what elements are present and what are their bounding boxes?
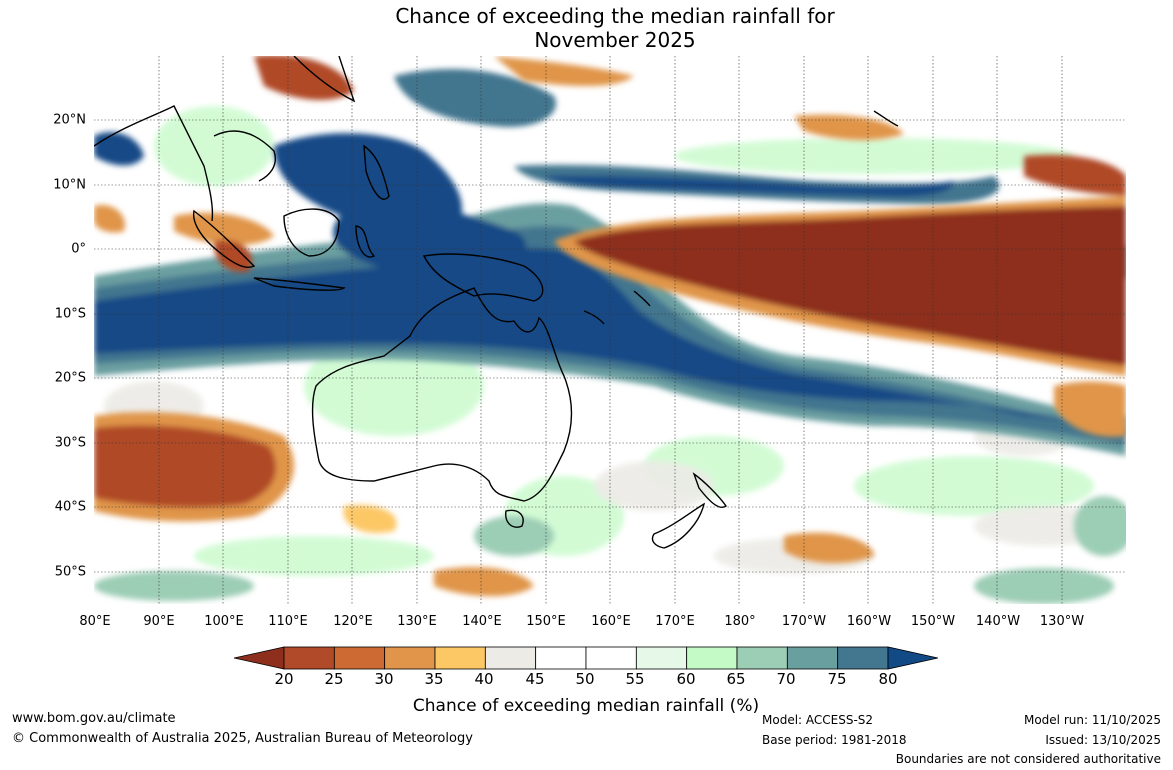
colorbar-tick: 80 <box>878 670 898 688</box>
colorbar-tick: 40 <box>474 670 494 688</box>
title-line-1: Chance of exceeding the median rainfall … <box>395 4 835 28</box>
rainfall-map <box>94 56 1126 604</box>
new-guinea-coastline <box>422 253 544 302</box>
colorbar-cell <box>736 646 788 670</box>
colorbar-tick: 75 <box>827 670 847 688</box>
disclaimer-text: Boundaries are not considered authoritat… <box>895 752 1161 766</box>
borneo-coastline <box>283 208 340 257</box>
lon-label-140w: 140°W <box>975 614 1021 629</box>
copyright-text: © Commonwealth of Australia 2025, Austra… <box>12 731 473 746</box>
lon-label-170w: 170°W <box>781 614 827 629</box>
philippines-coastline <box>363 144 390 200</box>
lon-label-130w: 130°W <box>1039 614 1085 629</box>
tasmania-coastline <box>505 509 524 528</box>
sumatra-coastline <box>192 209 256 268</box>
colorbar-cell <box>384 646 436 670</box>
lat-label-20s: 20°S <box>54 370 86 386</box>
colorbar-cell <box>535 646 587 670</box>
java-coastline <box>253 277 346 291</box>
colorbar-tick: 65 <box>726 670 746 688</box>
colorbar-label: Chance of exceeding median rainfall (%) <box>412 696 760 716</box>
colorbar-tick: 35 <box>424 670 444 688</box>
lon-label-160e: 160°E <box>591 614 631 629</box>
lon-label-80e: 80°E <box>79 614 111 629</box>
model-text: Model: ACCESS-S2 <box>762 713 874 727</box>
colorbar-low-arrow <box>234 646 285 670</box>
new-zealand-coastline <box>651 472 727 549</box>
coastlines <box>94 56 899 549</box>
colorbar-cell <box>635 646 688 670</box>
lat-label-50s: 50°S <box>54 564 86 580</box>
lat-label-20n: 20°N <box>53 112 86 128</box>
sulawesi-coastline <box>355 225 376 258</box>
dry-regions <box>94 56 1126 597</box>
map-title: Chance of exceeding the median rainfall … <box>0 4 1173 52</box>
colorbar-tick: 50 <box>575 670 595 688</box>
issued-text: Issued: 13/10/2025 <box>1045 733 1161 747</box>
lat-label-30s: 30°S <box>54 435 86 451</box>
pacific-islands <box>583 110 899 325</box>
colorbar-tick: 25 <box>324 670 344 688</box>
title-line-2: November 2025 <box>534 28 696 52</box>
website-link[interactable]: www.bom.gov.au/climate <box>12 711 176 726</box>
lat-label-10n: 10°N <box>53 177 86 193</box>
lon-label-170e: 170°E <box>655 614 695 629</box>
lon-label-150w: 150°W <box>910 614 956 629</box>
asia-coastline <box>94 56 356 222</box>
colorbar-cell <box>484 646 537 670</box>
lon-label-160w: 160°W <box>846 614 892 629</box>
colorbar-tick: 20 <box>274 670 294 688</box>
lon-label-180: 180° <box>724 614 756 629</box>
colorbar-tick: 45 <box>525 670 545 688</box>
colorbar-cell <box>786 646 839 670</box>
model-run-text: Model run: 11/10/2025 <box>1023 713 1161 727</box>
lon-label-150e: 150°E <box>526 614 566 629</box>
lon-label-100e: 100°E <box>204 614 244 629</box>
australia-coastline <box>311 287 573 502</box>
lon-label-130e: 130°E <box>397 614 437 629</box>
base-period-text: Base period: 1981-2018 <box>762 733 907 747</box>
colorbar-cell <box>686 646 738 670</box>
colorbar-tick: 55 <box>625 670 645 688</box>
colorbar-cells <box>283 646 889 670</box>
lon-label-120e: 120°E <box>333 614 373 629</box>
lon-label-110e: 110°E <box>268 614 308 629</box>
colorbar-tick: 30 <box>374 670 394 688</box>
lat-label-0: 0° <box>71 241 86 257</box>
lat-label-10s: 10°S <box>54 306 86 322</box>
colorbar-cell <box>283 646 335 670</box>
colorbar-cell <box>333 646 386 670</box>
graticule <box>94 56 1126 604</box>
colorbar-high-arrow <box>887 646 938 670</box>
colorbar-cell <box>434 646 486 670</box>
lat-label-40s: 40°S <box>54 499 86 515</box>
colorbar-cell <box>585 646 637 670</box>
lon-label-140e: 140°E <box>462 614 502 629</box>
colorbar <box>234 646 938 670</box>
colorbar-cell <box>837 646 889 670</box>
colorbar-tick: 70 <box>776 670 796 688</box>
colorbar-tick: 60 <box>676 670 696 688</box>
lon-label-90e: 90°E <box>143 614 175 629</box>
southern-wet-patches <box>94 496 1126 604</box>
